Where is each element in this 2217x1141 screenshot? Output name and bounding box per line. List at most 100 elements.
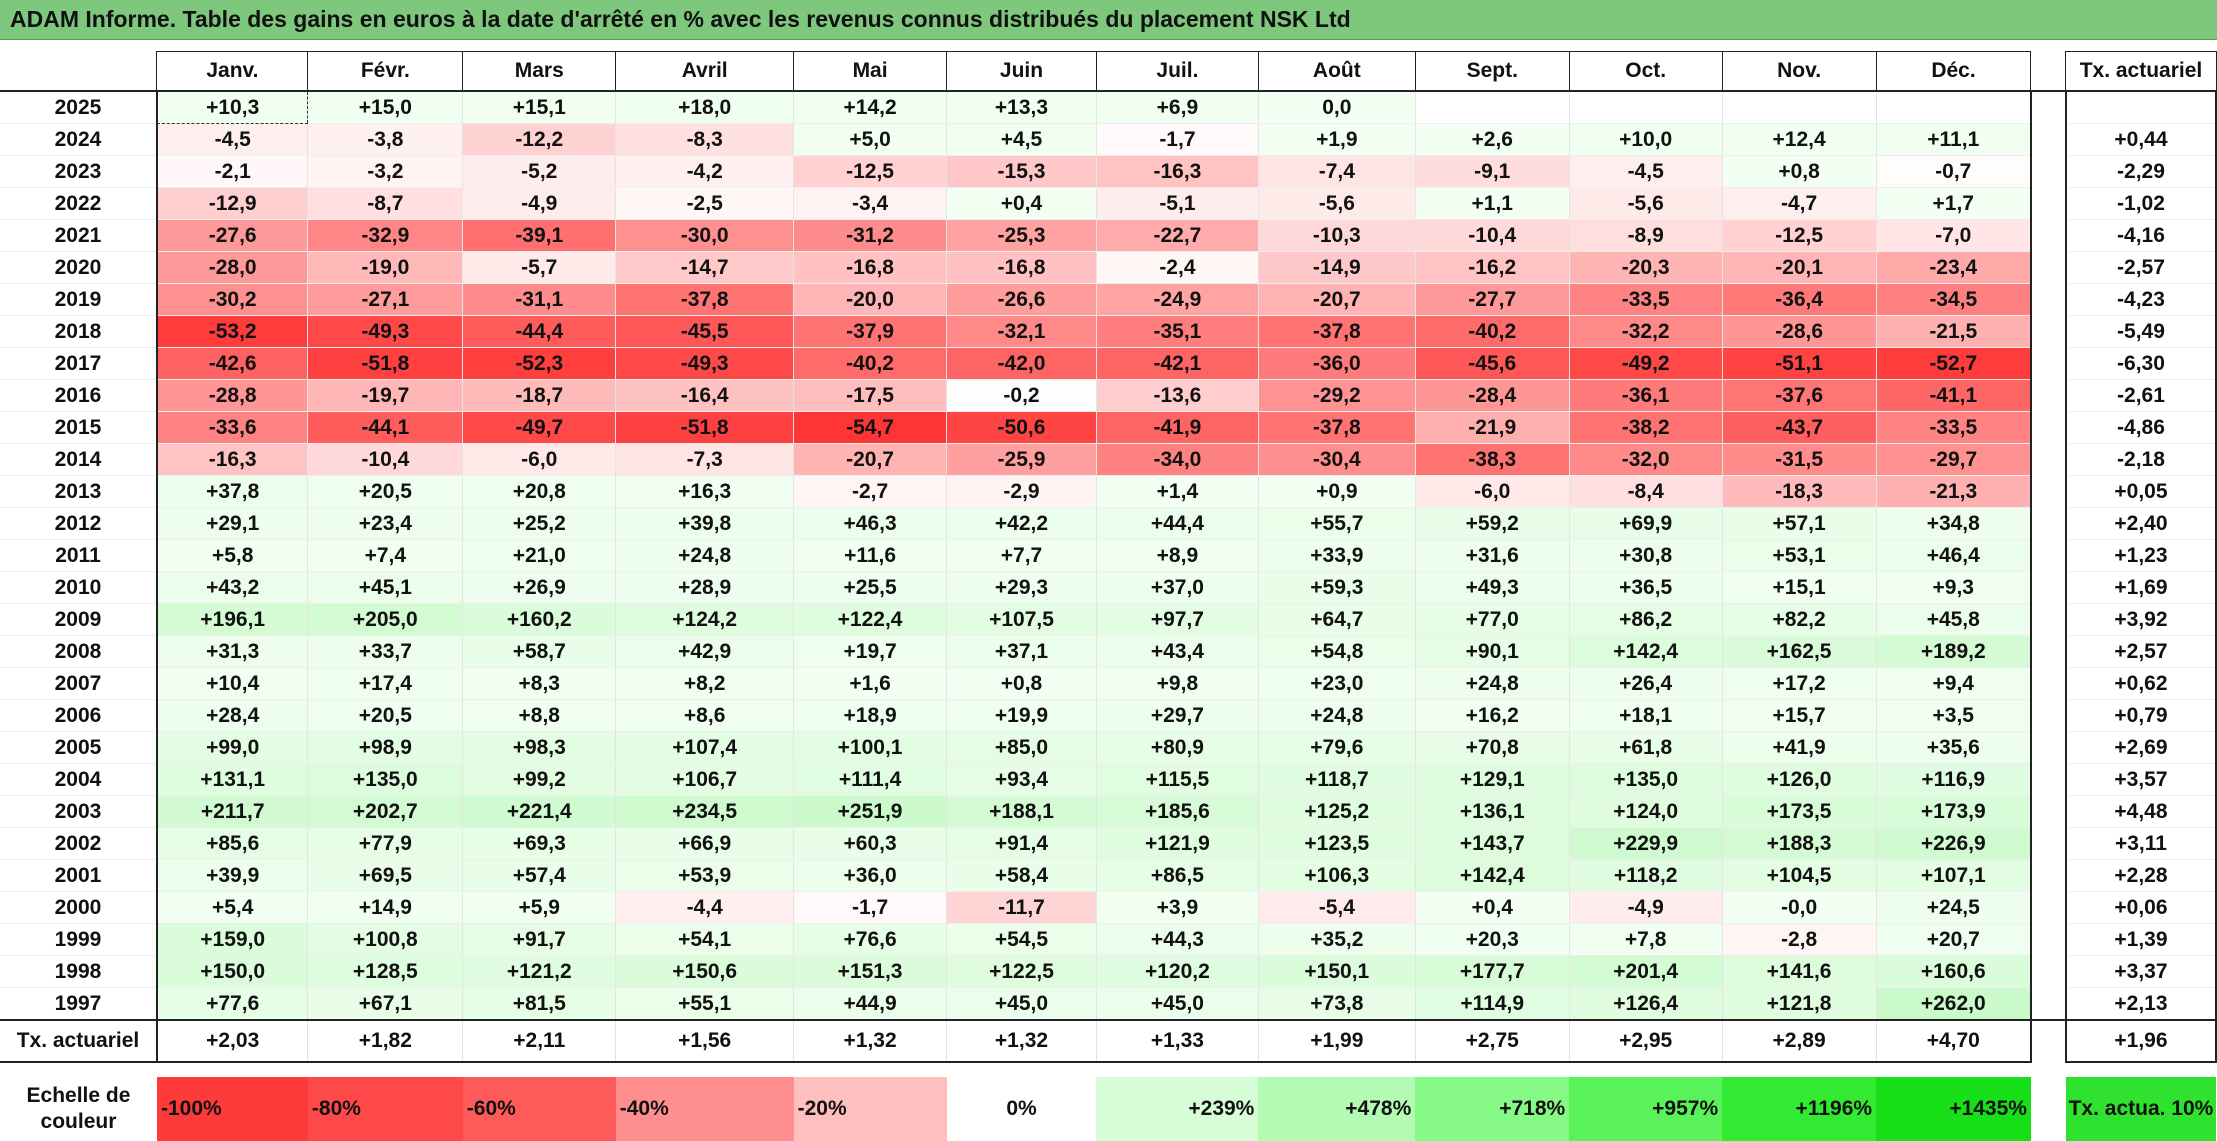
- table-row: 2025 +10,3 +15,0 +15,1 +18,0 +14,2 +13,3 +6,9 0,…: [0, 90, 2217, 124]
- gain-cell: -2,4: [1095, 251, 1259, 284]
- annual-rate-cell: +4,48: [2064, 795, 2217, 828]
- gain-cell: +39,8: [615, 507, 795, 540]
- gain-cell: +18,0: [615, 90, 795, 124]
- gain-cell: +221,4: [462, 795, 617, 828]
- color-scale-swatch: +1435%: [1876, 1077, 2031, 1141]
- gain-cell: +3,5: [1875, 699, 2032, 732]
- column-gap: [2030, 859, 2066, 892]
- gain-cell: +9,8: [1095, 667, 1259, 700]
- gain-cell: +86,2: [1568, 603, 1723, 636]
- table-row: 2017 -42,6 -51,8 -52,3 -49,3 -40,2 -42,0 -42,1-…: [0, 347, 2217, 380]
- gain-cell: +5,0: [793, 123, 948, 156]
- gain-cell: +17,4: [307, 667, 464, 700]
- gain-cell: -27,6: [155, 219, 309, 252]
- color-scale-swatch: +239%: [1096, 1077, 1259, 1141]
- color-scale-swatch: -60%: [462, 1077, 616, 1141]
- gain-cell: -43,7: [1721, 411, 1877, 444]
- gain-cell: +31,6: [1414, 539, 1570, 572]
- annual-rate-cell: +0,44: [2064, 123, 2217, 156]
- gain-cell: -27,7: [1414, 283, 1570, 316]
- gain-cell: +118,2: [1568, 859, 1723, 892]
- table-row: 2001 +39,9 +69,5 +57,4 +53,9 +36,0 +58,4 +86,5 +…: [0, 859, 2217, 892]
- gain-cell: -41,1: [1875, 379, 2032, 412]
- gain-cell: -18,3: [1721, 475, 1877, 508]
- footer-annual-cell: +1,96: [2064, 1019, 2217, 1063]
- gain-cell: -7,4: [1257, 155, 1416, 188]
- gain-cell: +25,5: [793, 571, 948, 604]
- gain-cell: +66,9: [615, 827, 795, 860]
- gain-cell: -37,6: [1721, 379, 1877, 412]
- gain-cell: +196,1: [155, 603, 309, 636]
- gain-cell: +150,1: [1257, 955, 1416, 988]
- gain-cell: -6,0: [462, 443, 617, 476]
- gain-cell: -42,1: [1095, 347, 1259, 380]
- gain-cell: -16,4: [615, 379, 795, 412]
- footer-rate-cell: +2,11: [462, 1019, 617, 1063]
- gain-cell: +19,9: [946, 699, 1097, 732]
- annual-rate-cell: +3,57: [2064, 763, 2217, 796]
- gain-cell: +124,2: [615, 603, 795, 636]
- annual-rate-cell: [2064, 90, 2217, 124]
- gain-cell: -19,0: [307, 251, 464, 284]
- gain-cell: -4,4: [615, 891, 795, 924]
- gain-cell: +46,3: [793, 507, 948, 540]
- year-label: 1999: [0, 923, 158, 956]
- gain-cell: -2,5: [615, 187, 795, 220]
- gain-cell: 0,0: [1257, 90, 1416, 124]
- column-gap: [2030, 187, 2066, 220]
- gain-cell: [1721, 90, 1877, 124]
- column-gap: [2030, 891, 2066, 924]
- gain-cell: +1,1: [1414, 187, 1570, 220]
- year-label: 2022: [0, 187, 158, 220]
- gain-cell: +5,9: [462, 891, 617, 924]
- gain-cell: +173,5: [1721, 795, 1877, 828]
- gain-cell: +234,5: [615, 795, 795, 828]
- gain-cell: +97,7: [1095, 603, 1259, 636]
- gain-cell: +135,0: [1568, 763, 1723, 796]
- annual-rate-cell: +0,05: [2064, 475, 2217, 508]
- gain-cell: -32,1: [946, 315, 1097, 348]
- table-row: 2010 +43,2 +45,1 +26,9 +28,9 +25,5 +29,3 +37,0 +…: [0, 571, 2217, 604]
- gain-cell: -21,5: [1875, 315, 2032, 348]
- gain-cell: +82,2: [1721, 603, 1877, 636]
- annual-rate-cell: -4,86: [2064, 411, 2217, 444]
- gain-cell: -20,7: [793, 443, 948, 476]
- footer-rate-cell: +1,56: [615, 1019, 795, 1063]
- gain-cell: -49,7: [462, 411, 617, 444]
- gain-cell: -4,9: [462, 187, 617, 220]
- year-label: 2019: [0, 283, 158, 316]
- gain-cell: +13,3: [946, 90, 1097, 124]
- gain-cell: -53,2: [155, 315, 309, 348]
- gain-cell: -21,9: [1414, 411, 1570, 444]
- footer-rate-cell: +2,89: [1721, 1019, 1877, 1063]
- gain-cell: -1,7: [793, 891, 948, 924]
- gain-cell: +36,0: [793, 859, 948, 892]
- gain-cell: -13,6: [1095, 379, 1259, 412]
- gain-cell: +39,9: [155, 859, 309, 892]
- gain-cell: +85,0: [946, 731, 1097, 764]
- gain-cell: +111,4: [793, 763, 948, 796]
- gain-cell: +55,7: [1257, 507, 1416, 540]
- gain-cell: -3,2: [307, 155, 464, 188]
- annual-rate-cell: +3,11: [2064, 827, 2217, 860]
- gain-cell: -2,1: [155, 155, 309, 188]
- gain-cell: +7,8: [1568, 923, 1723, 956]
- corner-cell: [0, 51, 157, 91]
- gain-cell: -2,8: [1721, 923, 1877, 956]
- gain-cell: +143,7: [1414, 827, 1570, 860]
- footer-label: Tx. actuariel: [0, 1019, 158, 1063]
- column-gap: [2030, 155, 2066, 188]
- year-label: 1998: [0, 955, 158, 988]
- gain-cell: +104,5: [1721, 859, 1877, 892]
- gain-cell: +6,9: [1095, 90, 1259, 124]
- gain-cell: -16,3: [1095, 155, 1259, 188]
- month-header: Janv.: [156, 51, 309, 92]
- gain-cell: +20,7: [1875, 923, 2032, 956]
- color-scale-legend: Echelle de couleur -100% -80% -60% -40% -20% 0…: [0, 1077, 2216, 1141]
- gain-cell: +0,8: [1721, 155, 1877, 188]
- gain-cell: -45,6: [1414, 347, 1570, 380]
- gain-cell: +1,4: [1095, 475, 1259, 508]
- year-label: 2017: [0, 347, 158, 380]
- gain-cell: +73,8: [1257, 987, 1416, 1021]
- gain-cell: +35,2: [1257, 923, 1416, 956]
